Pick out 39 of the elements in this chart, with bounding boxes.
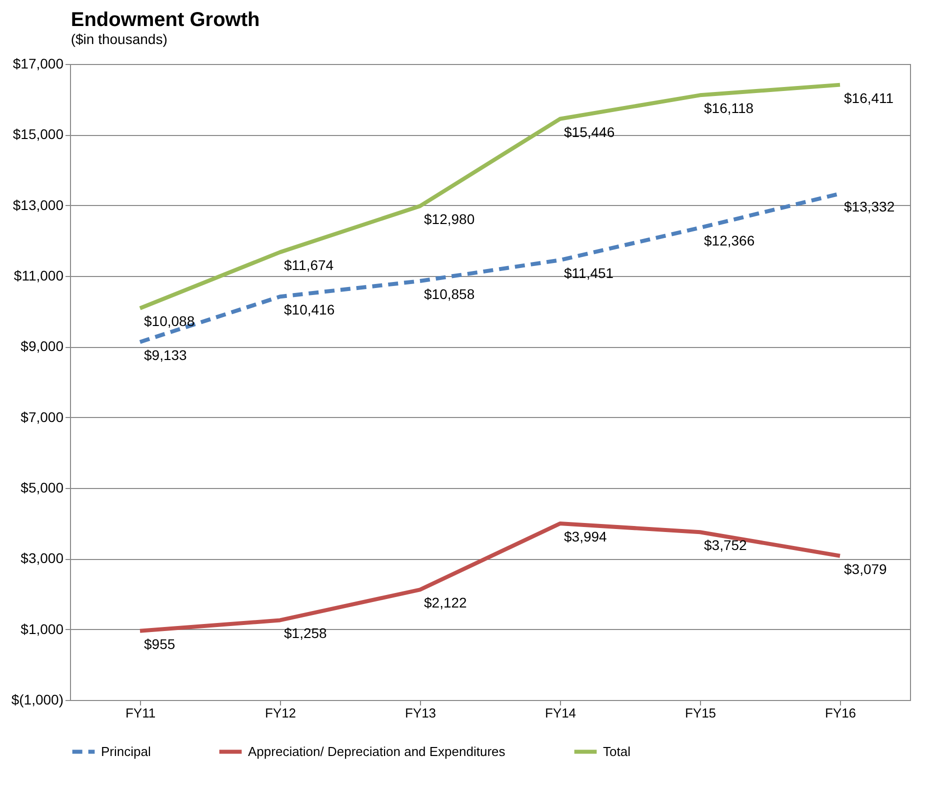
data-label: $12,980 [424, 211, 475, 228]
data-label: $12,366 [704, 232, 755, 249]
y-tick-label: $(1,000) [11, 692, 64, 708]
data-label: $955 [144, 636, 176, 652]
data-label: $3,752 [704, 537, 748, 554]
data-label: $10,416 [284, 302, 335, 318]
data-label: $15,446 [564, 124, 615, 140]
y-tick-label: $9,000 [20, 338, 64, 354]
x-tick-label: FY15 [684, 706, 716, 720]
y-tick-label: $1,000 [20, 620, 64, 637]
y-tick-label: $3,000 [20, 550, 64, 566]
data-label: $11,451 [564, 265, 614, 282]
y-tick-label: $13,000 [12, 196, 64, 213]
y-tick-label: $11,000 [14, 268, 64, 284]
data-label: $10,858 [424, 286, 475, 302]
data-label: $13,332 [844, 198, 895, 215]
legend-label: Total [603, 744, 631, 759]
data-label: $16,411 [844, 90, 894, 106]
data-label: $3,079 [844, 560, 888, 577]
data-label: $2,122 [424, 594, 468, 611]
data-label: $11,674 [284, 257, 334, 274]
x-tick-label: FY12 [264, 706, 296, 720]
legend-label: Appreciation/ Depreciation and Expenditures [248, 744, 506, 759]
legend-label: Principal [101, 744, 151, 759]
x-tick-label: FY16 [824, 706, 856, 720]
data-label: $16,118 [704, 100, 754, 116]
data-label: $10,088 [144, 313, 195, 330]
y-tick-label: $17,000 [12, 56, 64, 72]
chart-subtitle: ($in thousands) [70, 31, 168, 47]
data-label: $9,133 [144, 346, 188, 363]
data-label: $1,258 [284, 625, 328, 642]
data-label: $3,994 [564, 528, 608, 545]
x-tick-label: FY11 [125, 706, 156, 720]
x-tick-label: FY13 [404, 706, 436, 720]
chart-title: Endowment Growth [70, 9, 260, 31]
x-tick-label: FY14 [544, 706, 576, 720]
y-tick-label: $5,000 [20, 480, 64, 496]
y-tick-label: $7,000 [20, 408, 64, 425]
y-tick-label: $15,000 [12, 126, 64, 142]
